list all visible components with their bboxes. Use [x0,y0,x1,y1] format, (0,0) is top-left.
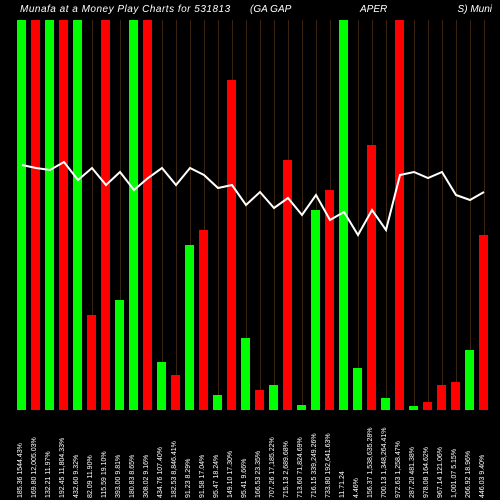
bar-green [311,210,320,410]
chart-title-mid: (GA GAP [250,4,291,15]
bar-red [367,145,376,410]
x-axis-label: 91.58 17.04% [199,413,206,498]
bar-green [213,395,222,410]
bar-green [157,362,166,410]
bar-red [423,402,432,410]
bar-green [129,20,138,410]
grid-line [428,20,429,410]
x-axis-label: 446.03 9.40% [479,413,486,498]
x-axis-label: 132.21 11.97% [45,413,52,498]
bar-green [409,406,418,410]
x-axis-label: 192.45 11,804.33% [59,413,66,498]
bar-red [171,375,180,410]
x-axis-label: 707.26 17,185.22% [269,413,276,498]
bar-red [325,190,334,410]
x-axis-label: 180.83 8.65% [129,413,136,498]
grid-line [358,20,359,410]
grid-line [302,20,303,410]
bar-red [59,20,68,410]
bar-red [479,235,488,410]
grid-line [218,20,219,410]
x-axis-label: 182.53 8,846.41% [171,413,178,498]
bar-green [269,385,278,410]
x-axis-label: 978.08 164.62% [423,413,430,498]
x-axis-label: 115.59 19.10% [101,413,108,498]
x-axis-label: 266.92 18.96% [465,413,472,498]
bar-red [87,315,96,410]
x-axis-label: 166.53 23.35% [255,413,262,498]
x-axis-label: 434.76 107.40% [157,413,164,498]
x-axis-label: 700.13 1,348,264.41% [381,413,388,498]
x-axis-label: 967.14 121.06% [437,413,444,498]
x-axis-label: 733.80 192,641.63% [325,413,332,498]
bar-red [199,230,208,410]
bar-red [143,20,152,410]
bar-green [185,245,194,410]
bar-green [73,20,82,410]
x-axis-label: 11.71.24 [339,413,346,498]
x-axis-label: 715.13 2,689.68% [283,413,290,498]
x-axis-label: 432.60 9.32% [73,413,80,498]
chart-area [15,20,495,410]
bar-red [31,20,40,410]
chart-title-left: Munafa at a Money Play Charts for 531813 [20,4,231,15]
x-axis-label: 1,001.07 5.15% [451,413,458,498]
x-axis-label: 91.23 8.29% [185,413,192,498]
x-axis-label: 4.46% [353,413,360,498]
x-axis-label: 169.80 12,005.03% [31,413,38,498]
bar-red [227,80,236,410]
bar-green [241,338,250,410]
x-axis-label: 82.09 11.90% [87,413,94,498]
bar-red [395,20,404,410]
grid-line [260,20,261,410]
x-axis-label: 972.63 1,258.47% [395,413,402,498]
x-axis-label: 95.47 18.24% [213,413,220,498]
bar-green [115,300,124,410]
bar-red [437,385,446,410]
bar-red [255,390,264,410]
bar-red [451,382,460,410]
bar-green [353,368,362,410]
grid-line [386,20,387,410]
x-axis-label: 713.60 71,824.69% [297,413,304,498]
grid-line [442,20,443,410]
x-axis-label: 156.37 1,538,635.28% [367,413,374,498]
grid-line [176,20,177,410]
bar-green [465,350,474,410]
x-axis-label: 95.41 9.66% [241,413,248,498]
x-axis-labels: 185.36 1544.43% 169.80 12,005.03% 132.21 1… [15,413,495,498]
bar-green [381,398,390,410]
bar-red [101,20,110,410]
grid-line [414,20,415,410]
bar-red [283,160,292,410]
chart-title-right: APER [360,4,387,15]
chart-title-far-right: S) Muni [458,4,492,15]
x-axis-label: 716.15 339,249.26% [311,413,318,498]
x-axis-label: 308.02 9.16% [143,413,150,498]
x-axis-label: 393.00 9.81% [115,413,122,498]
grid-line [162,20,163,410]
x-axis-label: 149.10 17.30% [227,413,234,498]
bar-green [339,20,348,410]
x-axis-label: 287.20 481.38% [409,413,416,498]
grid-line [274,20,275,410]
bar-green [45,20,54,410]
bar-green [17,20,26,410]
x-axis-label: 185.36 1544.43% [17,413,24,498]
bar-green [297,405,306,410]
grid-line [456,20,457,410]
